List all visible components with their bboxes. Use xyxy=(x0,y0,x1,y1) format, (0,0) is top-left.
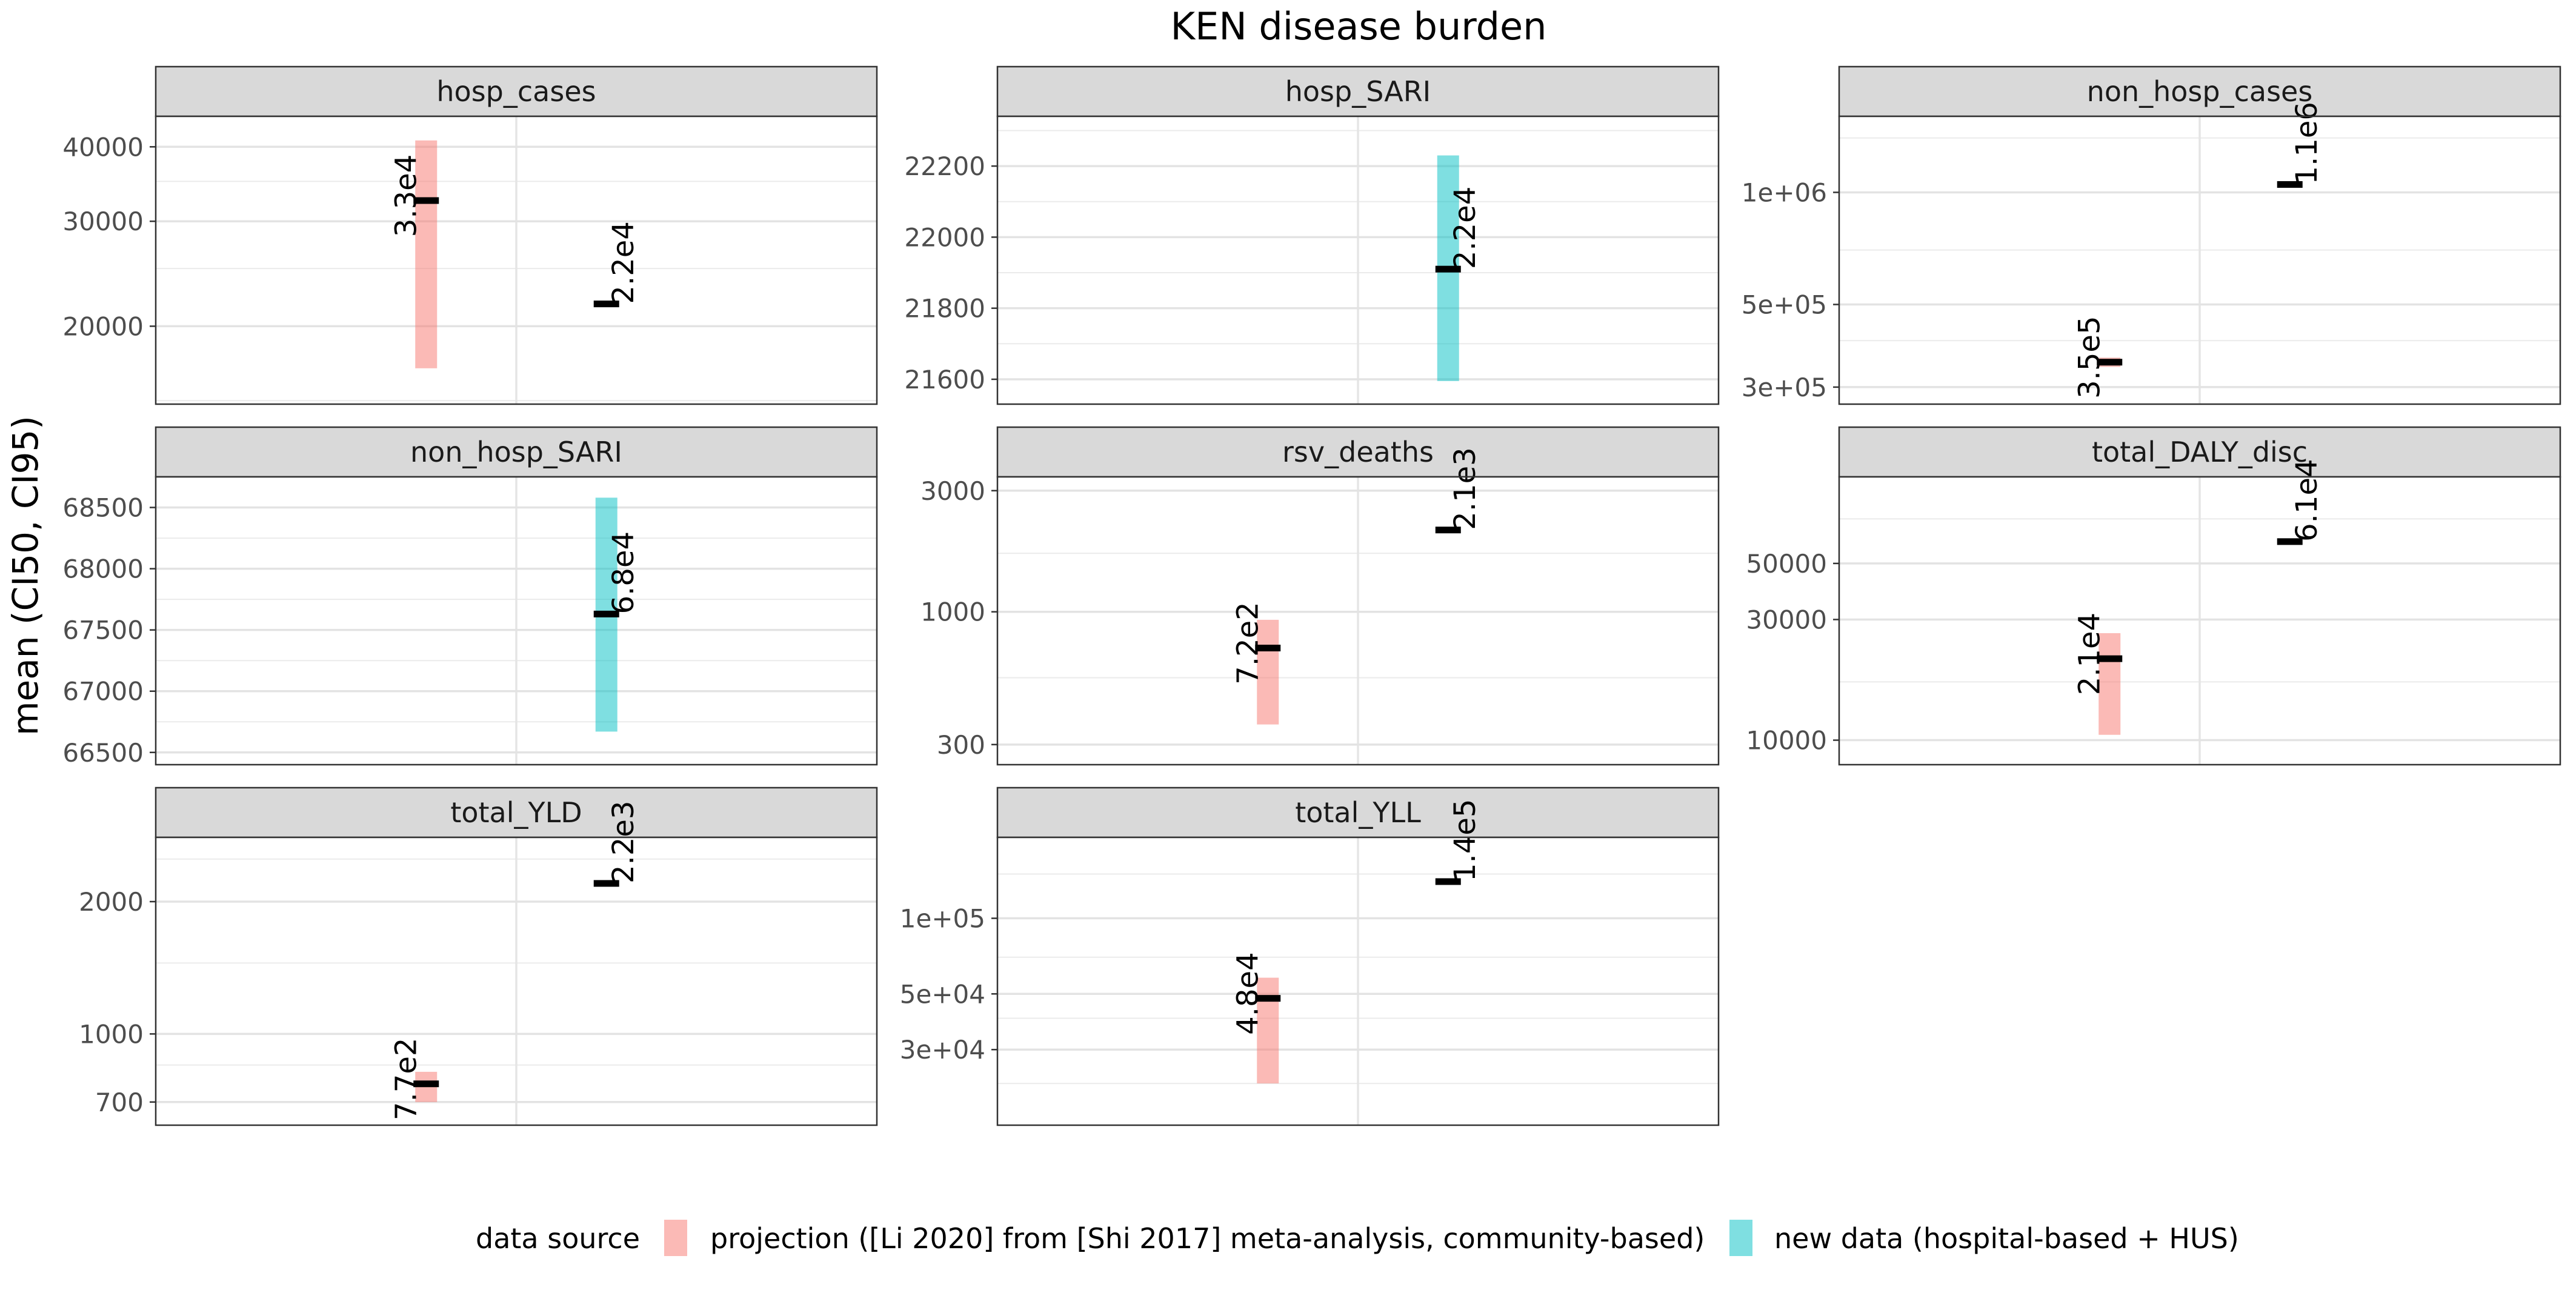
y-tick-label: 22200 xyxy=(904,151,985,181)
y-tick-label: 1000 xyxy=(79,1019,144,1049)
facet-strip-label: non_hosp_SARI xyxy=(410,436,622,468)
panel-border xyxy=(996,836,1720,1126)
y-tick-label: 68000 xyxy=(62,554,144,584)
facet-strip-label: total_DALY_disc xyxy=(2092,436,2308,468)
facet-strip xyxy=(1838,65,2561,118)
data-label: 2.2e3 xyxy=(607,801,641,883)
y-tick-label: 10000 xyxy=(1746,726,1827,756)
facet-total_DALY_disc: total_DALY_disc 10000 30000 50000 2.1e4 6.1e4 xyxy=(1746,426,2561,766)
facet-non_hosp_cases: non_hosp_cases 3e+05 5e+05 1e+06 3.5e5 1.1e6 xyxy=(1742,65,2561,405)
legend-label-projection: projection ([Li 2020] from [Shi 2017] me… xyxy=(710,1222,1705,1255)
panel-border xyxy=(996,115,1720,405)
y-tick-label: 700 xyxy=(95,1088,144,1117)
panel-border xyxy=(155,115,878,405)
legend-key-new-data xyxy=(1729,1220,1752,1256)
mean-marker xyxy=(1435,527,1461,534)
panel-border xyxy=(155,836,878,1126)
mean-marker xyxy=(1255,995,1281,1002)
y-tick-label: 21600 xyxy=(904,365,985,394)
chart-title: KEN disease burden xyxy=(1171,4,1547,48)
data-label: 3.5e5 xyxy=(2072,316,2106,399)
mean-marker xyxy=(593,610,619,617)
data-label: 2.2e4 xyxy=(607,221,641,304)
facet-strip-label: hosp_SARI xyxy=(1285,75,1431,108)
y-tick-label: 2000 xyxy=(79,887,144,917)
facet-hosp_cases: hosp_cases 20000 30000 40000 3.3e4 2.2e4 xyxy=(62,65,878,405)
y-tick-label: 3e+04 xyxy=(900,1035,985,1065)
data-label: 4.8e4 xyxy=(1231,952,1265,1034)
y-tick-label: 1e+06 xyxy=(1742,178,1827,207)
y-tick-label: 66500 xyxy=(62,738,144,768)
y-tick-label: 67500 xyxy=(62,616,144,645)
y-tick-label: 67000 xyxy=(62,677,144,707)
panel-border xyxy=(996,476,1720,766)
facet-strip-label: total_YLL xyxy=(1295,796,1421,829)
panel-border xyxy=(1838,115,2561,405)
y-tick-label: 30000 xyxy=(62,207,144,236)
y-tick-label: 50000 xyxy=(1746,549,1827,579)
facet-panels: hosp_cases2000030000400003.3e42.2e4hosp_… xyxy=(62,65,2561,1126)
mean-marker xyxy=(1435,878,1461,885)
data-label: 1.1e6 xyxy=(2290,102,2324,184)
facet-hosp_SARI: hosp_SARI 21600 21800 22000 22200 2.2e4 xyxy=(904,65,1720,405)
ci-bar xyxy=(415,140,438,368)
y-axis-title: mean (CI50, CI95) xyxy=(5,416,46,736)
facet-strip xyxy=(1838,426,2561,478)
y-tick-label: 68500 xyxy=(62,493,144,523)
facet-strip-label: total_YLD xyxy=(450,796,582,829)
y-tick-label: 300 xyxy=(937,730,985,760)
data-label: 6.1e4 xyxy=(2290,459,2324,541)
mean-marker xyxy=(593,880,619,887)
y-tick-label: 21800 xyxy=(904,294,985,324)
y-tick-label: 20000 xyxy=(62,311,144,341)
mean-marker xyxy=(593,301,619,308)
data-label: 2.1e3 xyxy=(1448,447,1482,530)
mean-marker xyxy=(2277,538,2303,545)
facet-strip xyxy=(996,426,1720,478)
data-label: 3.3e4 xyxy=(389,155,423,237)
facet-strip xyxy=(155,65,878,118)
y-tick-label: 5e+05 xyxy=(1742,290,1827,320)
mean-marker xyxy=(2097,655,2123,662)
y-tick-label: 1000 xyxy=(920,597,985,627)
panel-border xyxy=(1838,476,2561,766)
mean-marker xyxy=(413,1080,439,1088)
y-tick-label: 30000 xyxy=(1746,605,1827,634)
facet-rsv_deaths: rsv_deaths 300 1000 3000 7.2e2 2.1e3 xyxy=(920,426,1720,766)
legend-label-new-data: new data (hospital-based + HUS) xyxy=(1774,1222,2239,1255)
mean-marker xyxy=(1255,644,1281,651)
data-label: 6.8e4 xyxy=(607,531,641,614)
data-label: 7.7e2 xyxy=(389,1038,423,1120)
data-label: 2.1e4 xyxy=(2072,613,2106,695)
y-tick-label: 40000 xyxy=(62,132,144,162)
y-tick-label: 1e+05 xyxy=(900,904,985,934)
ci-bar xyxy=(2098,633,2121,735)
facet-total_YLD: total_YLD 700 1000 2000 7.7e2 2.2e3 xyxy=(79,786,878,1126)
facet-strip-label: non_hosp_cases xyxy=(2087,75,2313,108)
mean-marker xyxy=(413,197,439,204)
y-tick-label: 22000 xyxy=(904,222,985,252)
legend-key-projection xyxy=(664,1220,687,1256)
data-label: 1.4e5 xyxy=(1448,799,1482,882)
mean-marker xyxy=(1435,265,1461,273)
ci-bar xyxy=(1257,619,1279,725)
mean-marker xyxy=(2277,181,2303,188)
data-label: 2.2e4 xyxy=(1448,187,1482,269)
mean-marker xyxy=(2097,359,2123,366)
legend-title: data source xyxy=(476,1222,640,1255)
facet-strip xyxy=(996,65,1720,118)
facet-strip-label: hosp_cases xyxy=(436,75,596,108)
facet-non_hosp_SARI: non_hosp_SARI 66500 67000 67500 68000 68500 6.… xyxy=(62,426,878,768)
y-tick-label: 5e+04 xyxy=(900,979,985,1009)
y-tick-label: 3000 xyxy=(920,476,985,506)
facet-strip-label: rsv_deaths xyxy=(1282,436,1434,468)
y-tick-label: 3e+05 xyxy=(1742,373,1827,402)
panel-border xyxy=(155,476,878,766)
data-label: 7.2e2 xyxy=(1231,602,1265,684)
facet-total_YLL: total_YLL 3e+04 5e+04 1e+05 4.8e4 1.4e5 xyxy=(900,786,1720,1126)
legend: data source projection ([Li 2020] from [… xyxy=(476,1220,2239,1256)
